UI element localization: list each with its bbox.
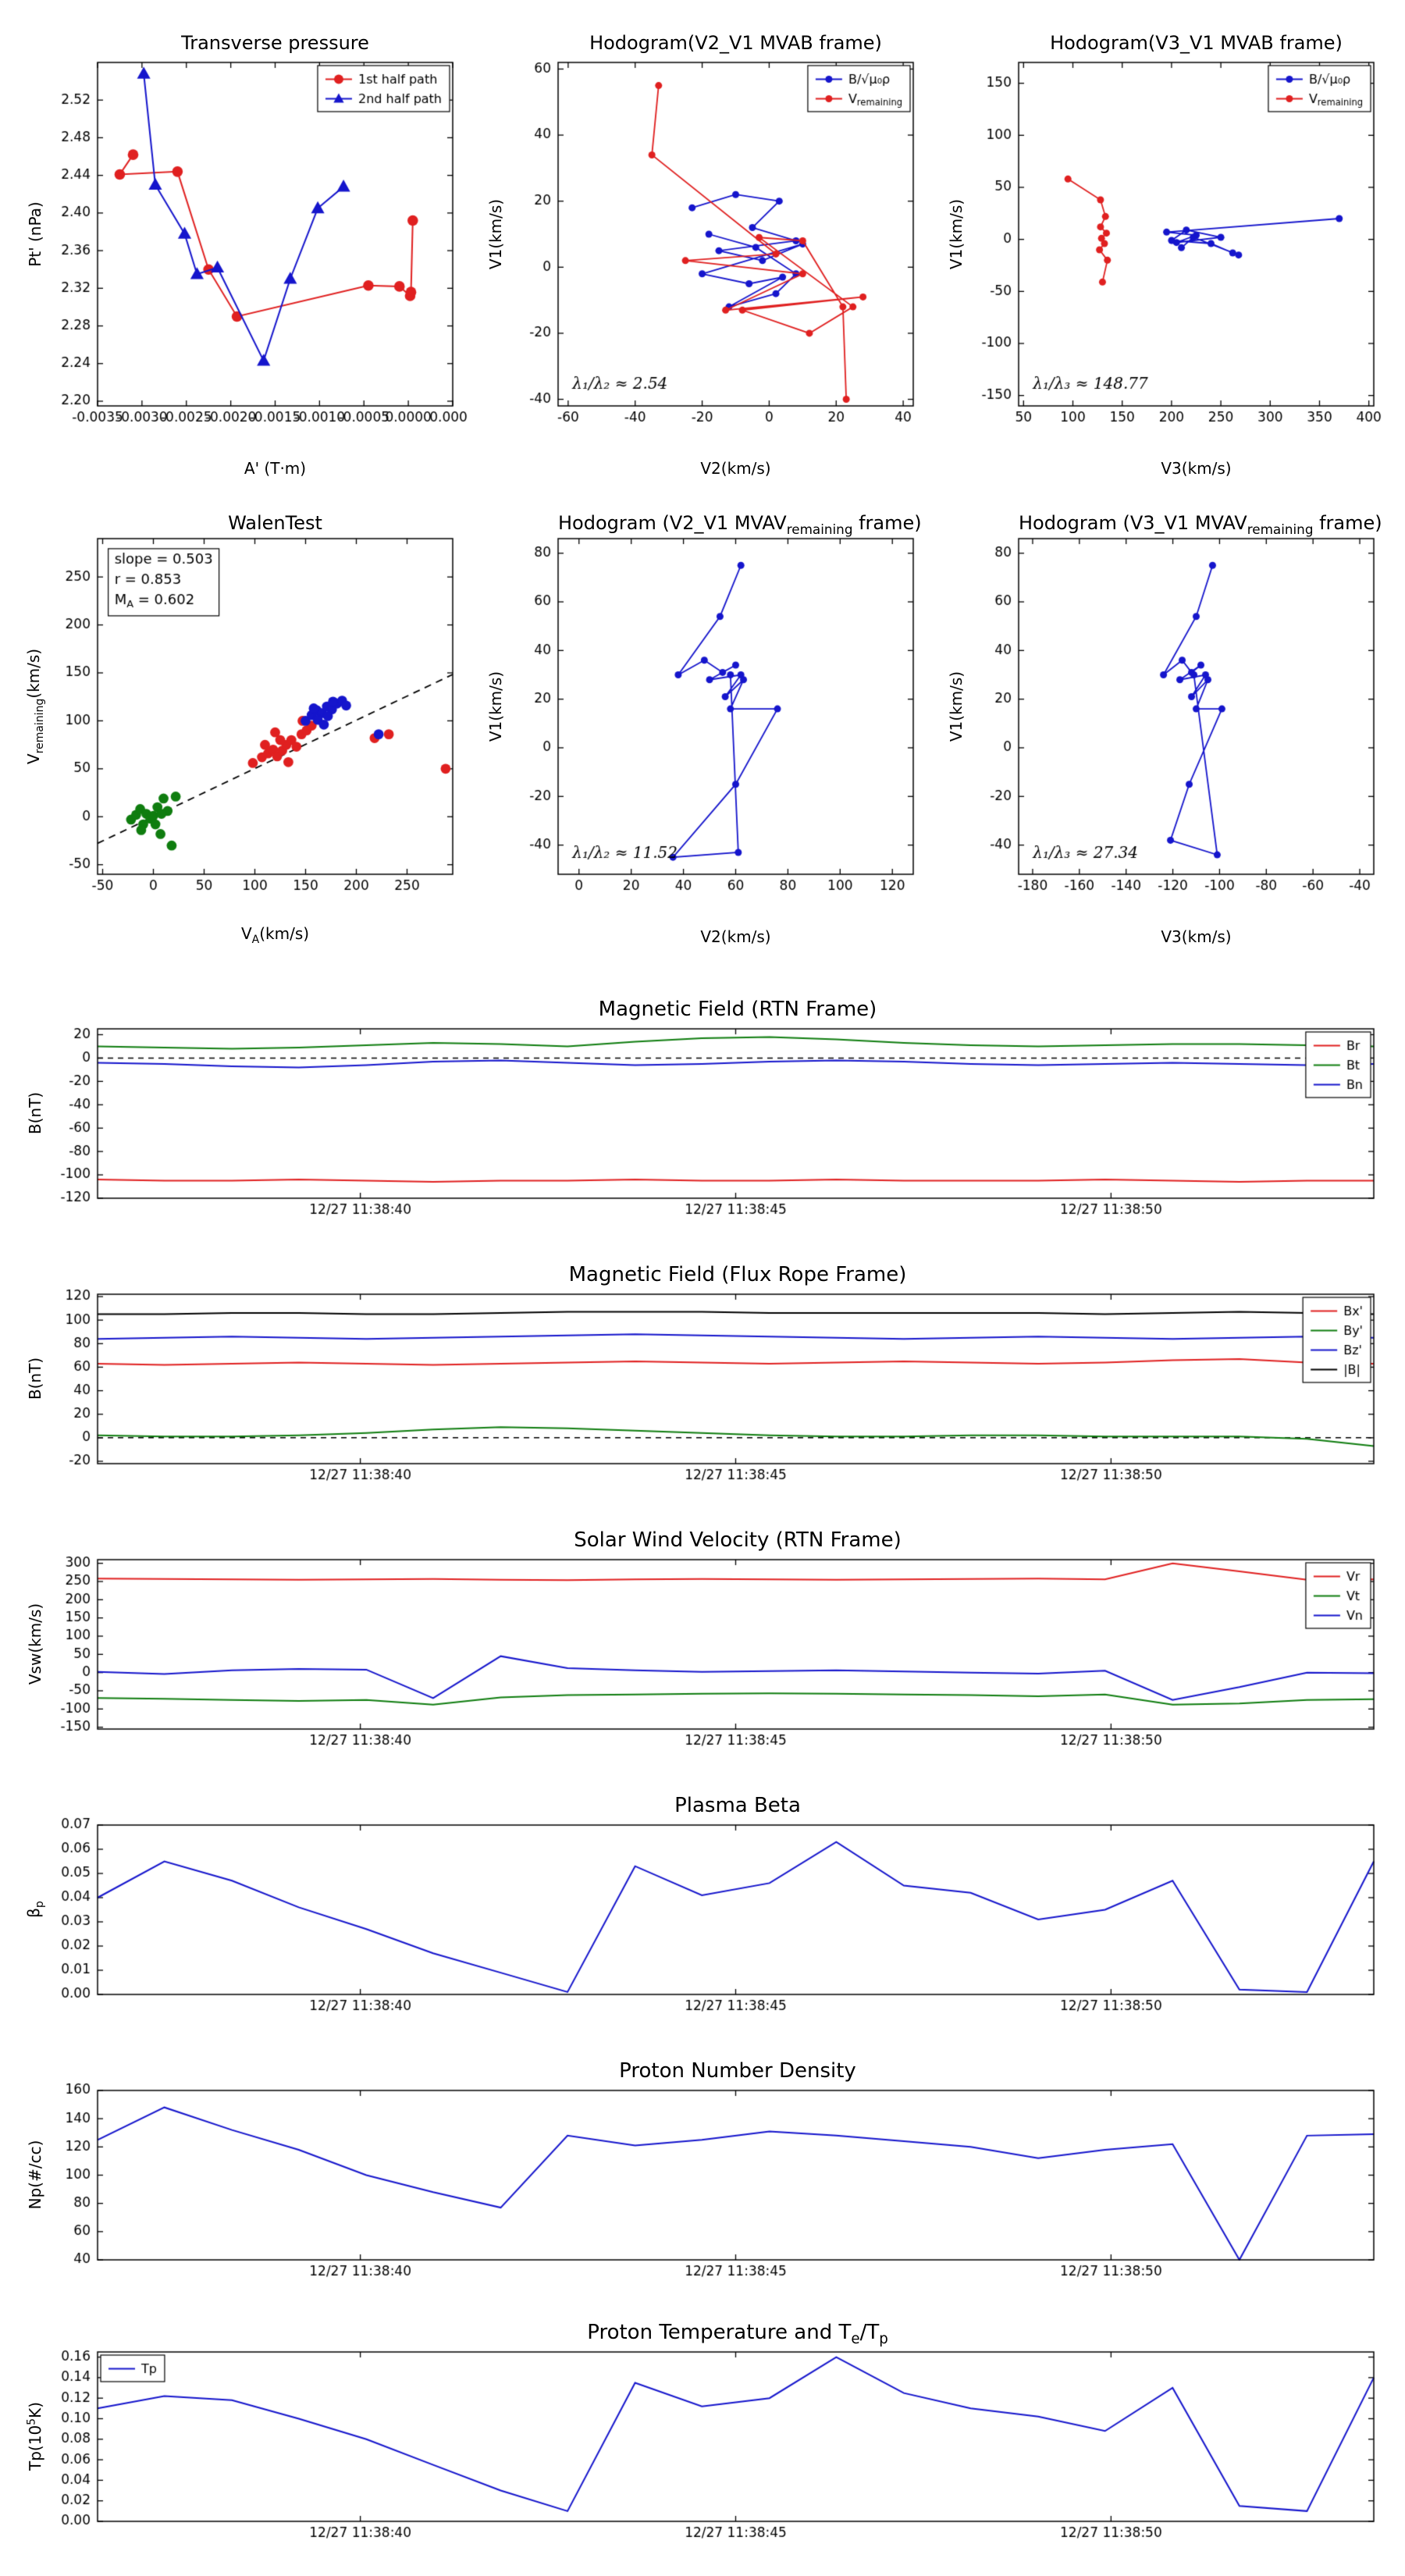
- walen-test-chart: [12, 500, 468, 952]
- panel-title: Hodogram(V3_V1 MVAB frame): [1050, 32, 1343, 54]
- y-axis-label: Vsw(km/s): [26, 1603, 44, 1685]
- hodogram-v3v1-mvab-chart: [933, 20, 1389, 484]
- panel-bfield-fluxrope: Magnetic Field (Flux Rope Frame) B(nT): [12, 1257, 1393, 1507]
- y-axis-label: B(nT): [26, 1357, 44, 1400]
- y-axis-label: V1(km/s): [486, 671, 505, 742]
- panel-hodogram-v2v1-mvav: Hodogram (V2_V1 MVAVremaining frame) V1(…: [472, 500, 929, 952]
- x-axis-label: VA(km/s): [240, 924, 310, 946]
- proton-temperature-chart: [12, 2314, 1393, 2572]
- bfield-fluxrope-chart: [12, 1257, 1393, 1507]
- hodogram-v3v1-mvav-chart: [933, 500, 1389, 952]
- panel-title: WalenTest: [228, 512, 322, 534]
- panel-title: Proton Number Density: [619, 2059, 856, 2083]
- panel-title: Hodogram (V3_V1 MVAVremaining frame): [1019, 512, 1382, 537]
- y-axis-label: Vremaining(km/s): [24, 648, 46, 765]
- x-axis-label: V2(km/s): [700, 927, 771, 946]
- y-axis-label: Np(#/cc): [26, 2140, 44, 2210]
- x-axis-label: A' (T·m): [244, 459, 307, 478]
- panel-hodogram-v2v1-mvab: Hodogram(V2_V1 MVAB frame) V1(km/s) V2(k…: [472, 20, 929, 484]
- panel-hodogram-v3v1-mvab: Hodogram(V3_V1 MVAB frame) V1(km/s) V3(k…: [933, 20, 1389, 484]
- vsw-rtn-chart: [12, 1522, 1393, 1772]
- hodogram-v2v1-mvav-chart: [472, 500, 929, 952]
- panel-title: Magnetic Field (RTN Frame): [598, 998, 877, 1021]
- panel-bfield-rtn: Magnetic Field (RTN Frame) B(nT): [12, 991, 1393, 1241]
- y-axis-label: V1(km/s): [947, 198, 966, 270]
- panel-vsw-rtn: Solar Wind Velocity (RTN Frame) Vsw(km/s…: [12, 1522, 1393, 1772]
- panel-title: Plasma Beta: [674, 1794, 801, 1817]
- proton-density-chart: [12, 2053, 1393, 2303]
- panel-title: Magnetic Field (Flux Rope Frame): [568, 1263, 907, 1286]
- hodogram-v2v1-mvab-chart: [472, 20, 929, 484]
- panel-title: Proton Temperature and Te/Tp: [587, 2321, 888, 2348]
- panel-proton-temperature: Proton Temperature and Te/Tp Tp(105K): [12, 2314, 1393, 2572]
- x-axis-label: V3(km/s): [1161, 459, 1232, 478]
- bfield-rtn-chart: [12, 991, 1393, 1241]
- y-axis-label: B(nT): [26, 1091, 44, 1135]
- panel-title: Hodogram (V2_V1 MVAVremaining frame): [558, 512, 922, 537]
- y-axis-label: Tp(105K): [25, 2401, 45, 2471]
- panel-title: Solar Wind Velocity (RTN Frame): [574, 1528, 902, 1552]
- panel-transverse-pressure: Transverse pressure Pt' (nPa) A' (T·m): [12, 20, 468, 484]
- y-axis-label: βp: [24, 1901, 46, 1918]
- y-axis-label: V1(km/s): [486, 198, 505, 270]
- panel-walen-test: WalenTest Vremaining(km/s) VA(km/s): [12, 500, 468, 952]
- panel-title: Transverse pressure: [181, 32, 369, 54]
- panel-plasma-beta: Plasma Beta βp: [12, 1788, 1393, 2037]
- panel-hodogram-v3v1-mvav: Hodogram (V3_V1 MVAVremaining frame) V1(…: [933, 500, 1389, 952]
- panel-title: Hodogram(V2_V1 MVAB frame): [589, 32, 882, 54]
- x-axis-label: V3(km/s): [1161, 927, 1232, 946]
- panel-proton-density: Proton Number Density Np(#/cc): [12, 2053, 1393, 2303]
- plasma-beta-chart: [12, 1788, 1393, 2037]
- y-axis-label: Pt' (nPa): [26, 201, 44, 267]
- y-axis-label: V1(km/s): [947, 671, 966, 742]
- x-axis-label: V2(km/s): [700, 459, 771, 478]
- transverse-pressure-chart: [12, 20, 468, 484]
